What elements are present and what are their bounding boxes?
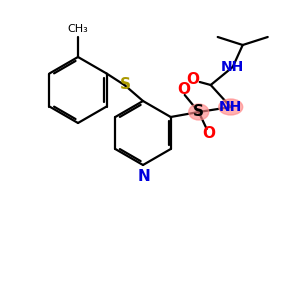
Text: O: O: [202, 127, 215, 142]
Text: O: O: [186, 73, 199, 88]
Text: S: S: [120, 77, 131, 92]
Text: S: S: [193, 104, 204, 119]
Text: NH: NH: [219, 100, 242, 114]
Text: N: N: [138, 169, 150, 184]
Text: CH₃: CH₃: [68, 24, 88, 34]
Ellipse shape: [189, 104, 209, 120]
Ellipse shape: [219, 99, 243, 115]
Text: O: O: [177, 82, 190, 98]
Text: NH: NH: [221, 60, 244, 74]
